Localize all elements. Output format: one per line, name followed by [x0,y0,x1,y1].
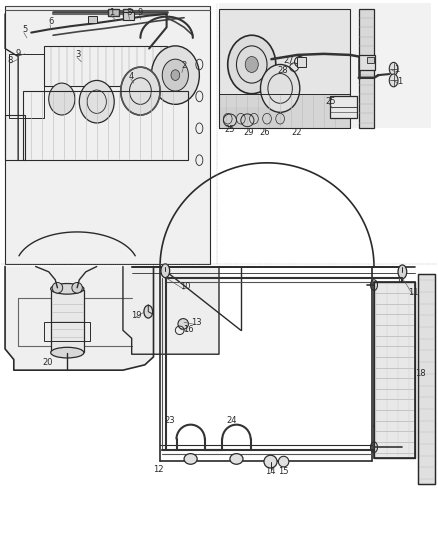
Ellipse shape [245,56,258,72]
Text: 28: 28 [277,67,288,75]
Text: 8: 8 [127,8,132,17]
Ellipse shape [228,35,276,94]
Ellipse shape [121,67,160,115]
Text: 5: 5 [22,26,27,35]
Bar [108,9,119,15]
Ellipse shape [184,454,197,464]
Bar [219,107,285,128]
Text: 10: 10 [180,282,190,291]
Bar [5,6,210,264]
Text: 20: 20 [42,358,53,367]
Ellipse shape [151,46,199,104]
Text: 6: 6 [48,18,53,27]
Bar [297,57,306,67]
Text: 13: 13 [191,318,201,327]
Text: 15: 15 [279,467,289,475]
Ellipse shape [144,305,152,318]
Polygon shape [123,266,219,354]
Ellipse shape [264,455,277,468]
Text: 1: 1 [398,77,403,86]
Bar [219,9,350,128]
Bar [219,94,350,128]
Text: 3: 3 [76,51,81,59]
Polygon shape [5,266,153,370]
Text: 27: 27 [283,56,294,64]
Text: 9: 9 [15,50,21,58]
Text: 26: 26 [260,128,270,137]
Bar [5,115,25,160]
Text: 29: 29 [243,128,254,137]
Bar [219,3,431,128]
Text: 25: 25 [325,97,336,106]
Bar [330,96,357,118]
Ellipse shape [52,282,63,293]
Bar [44,322,90,341]
Text: 19: 19 [131,311,141,320]
Bar [88,16,97,23]
Bar [359,9,374,128]
Bar [10,54,44,118]
Text: 1: 1 [110,8,115,17]
Ellipse shape [51,284,84,294]
Text: 2: 2 [181,61,187,70]
Bar [418,274,435,484]
Bar [418,274,435,484]
Text: 11: 11 [409,287,419,296]
Bar [367,57,374,63]
Ellipse shape [279,456,289,467]
Text: 22: 22 [291,128,302,137]
Text: 9: 9 [138,8,143,17]
Bar [374,282,416,458]
Text: 4: 4 [129,71,134,80]
Bar [123,9,132,15]
Text: 12: 12 [153,465,164,474]
Bar [5,6,210,264]
Bar [219,94,350,128]
Bar [123,12,134,20]
Bar [359,55,375,70]
Text: 24: 24 [227,416,237,425]
Bar [374,282,416,458]
Ellipse shape [51,348,84,358]
Text: 8: 8 [7,56,13,64]
Bar [418,274,435,484]
Ellipse shape [161,264,170,278]
Ellipse shape [49,83,75,115]
Bar [5,115,25,160]
Ellipse shape [162,59,188,91]
Bar [51,290,84,352]
Bar [359,9,374,128]
Ellipse shape [178,319,188,329]
Text: 16: 16 [183,325,194,334]
Ellipse shape [72,282,82,293]
Bar [22,91,188,160]
Text: 25: 25 [225,125,235,134]
Ellipse shape [398,265,407,279]
Bar [374,282,416,458]
Ellipse shape [79,80,114,123]
Text: 23: 23 [165,416,175,425]
Ellipse shape [171,70,180,80]
Bar [44,46,166,86]
Ellipse shape [230,454,243,464]
Bar [219,9,350,128]
Bar [10,54,44,118]
Ellipse shape [389,74,398,87]
Text: 1: 1 [395,66,400,74]
Ellipse shape [261,64,300,112]
Bar [22,91,188,160]
Ellipse shape [389,62,398,75]
Text: 18: 18 [415,369,426,378]
Text: 14: 14 [265,467,276,475]
Bar [44,46,166,86]
Bar [51,290,84,352]
